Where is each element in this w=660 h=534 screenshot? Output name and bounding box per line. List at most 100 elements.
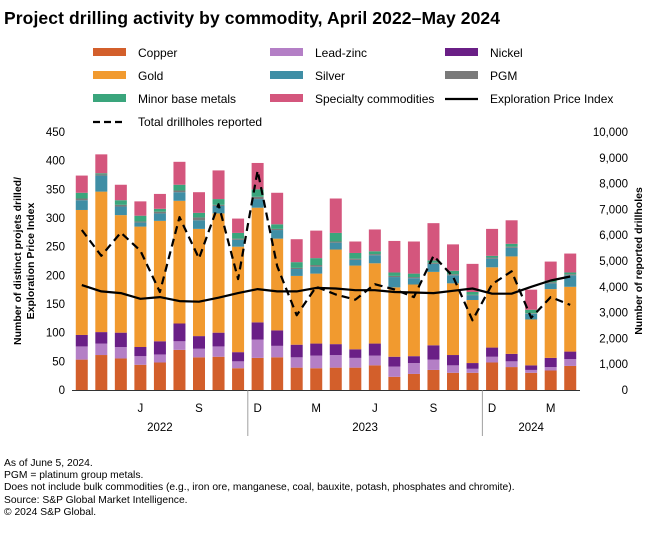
bar-minor-base-metals-21 — [486, 255, 499, 258]
bar-silver-19 — [447, 275, 459, 284]
bar-lead-zinc-23 — [525, 369, 538, 373]
bar-copper-9 — [251, 357, 264, 390]
bar-pgm-9 — [251, 196, 264, 200]
bar-gold-4 — [153, 220, 166, 342]
legend-label-3: Gold — [138, 69, 163, 83]
bar-minor-base-metals-4 — [153, 208, 166, 212]
bar-specialty-commodities-10 — [271, 192, 284, 225]
y2-tick-label: 4,000 — [599, 282, 628, 294]
bar-specialty-commodities-12 — [310, 230, 323, 259]
bar-minor-base-metals-20 — [466, 291, 479, 295]
bar-pgm-14 — [349, 258, 362, 260]
legend-line-label-0: Exploration Price Index — [490, 92, 613, 106]
bar-copper-5 — [173, 349, 186, 390]
bar-nickel-25 — [564, 351, 577, 360]
bar-minor-base-metals-25 — [564, 272, 577, 275]
bar-minor-base-metals-7 — [212, 199, 225, 205]
bar-lead-zinc-5 — [173, 341, 186, 350]
bar-specialty-commodities-22 — [505, 220, 518, 244]
y-axis-title: Number of distinct projets drilled/Explo… — [12, 177, 37, 345]
bar-lead-zinc-20 — [466, 368, 479, 373]
bar-gold-17 — [407, 284, 420, 357]
bar-gold-24 — [544, 289, 557, 358]
legend-label-1: Lead-zinc — [315, 46, 367, 60]
bar-nickel-19 — [447, 355, 459, 366]
bar-lead-zinc-21 — [486, 356, 499, 363]
bar-lead-zinc-7 — [212, 346, 225, 357]
y-tick-label: 200 — [46, 270, 65, 282]
bar-pgm-13 — [329, 241, 342, 243]
bar-pgm-2 — [114, 204, 127, 207]
bar-silver-5 — [173, 192, 186, 201]
bar-nickel-2 — [114, 332, 127, 347]
bar-nickel-1 — [95, 332, 108, 344]
y-tick-label: 100 — [46, 328, 65, 340]
bar-nickel-10 — [271, 330, 284, 346]
legend-swatch-4 — [270, 71, 303, 79]
bar-silver-13 — [329, 242, 342, 250]
bar-lead-zinc-14 — [349, 357, 362, 368]
bar-minor-base-metals-22 — [505, 243, 518, 247]
bar-pgm-8 — [232, 238, 245, 240]
bar-pgm-20 — [466, 294, 479, 296]
year-label: 2023 — [352, 422, 378, 434]
legend-line-label-1: Total drillholes reported — [138, 115, 262, 129]
bar-minor-base-metals-3 — [134, 215, 147, 222]
bar-pgm-5 — [173, 190, 186, 193]
bar-gold-19 — [447, 283, 459, 356]
bar-specialty-commodities-4 — [153, 193, 166, 209]
legend-swatch-6 — [93, 94, 126, 102]
bar-silver-17 — [407, 278, 420, 285]
legend-swatch-7 — [270, 94, 303, 102]
bar-nickel-23 — [525, 365, 538, 370]
bar-lead-zinc-6 — [193, 348, 205, 358]
bar-specialty-commodities-15 — [368, 229, 381, 252]
y2-tick-label: 1,000 — [599, 359, 628, 371]
bar-specialty-commodities-3 — [134, 201, 147, 216]
x-tick-label: S — [430, 403, 438, 415]
legend-swatch-1 — [270, 48, 303, 56]
x-tick-label: J — [138, 403, 144, 415]
bar-pgm-10 — [271, 228, 284, 231]
bar-copper-16 — [388, 376, 401, 390]
bar-silver-7 — [212, 205, 225, 214]
bar-minor-base-metals-0 — [75, 192, 88, 199]
bar-specialty-commodities-0 — [75, 175, 88, 193]
footnote-source: Source: S&P Global Market Intelligence. — [4, 494, 188, 506]
bar-silver-1 — [95, 175, 108, 192]
bar-nickel-4 — [153, 341, 166, 355]
legend-swatch-3 — [93, 71, 126, 79]
bar-silver-3 — [134, 222, 147, 227]
bar-specialty-commodities-6 — [193, 192, 205, 213]
bar-pgm-25 — [564, 274, 577, 276]
bar-pgm-3 — [134, 221, 147, 223]
bar-nickel-3 — [134, 347, 147, 357]
legend-label-4: Silver — [315, 69, 345, 83]
bar-copper-7 — [212, 356, 225, 390]
bar-gold-15 — [368, 263, 381, 344]
axes: 0 50 100 150 200 250 300 350 400 450 0 1,000 2,000 3,… — [12, 127, 645, 436]
bar-specialty-commodities-1 — [95, 154, 108, 174]
bar-specialty-commodities-23 — [525, 289, 538, 310]
bar-specialty-commodities-18 — [427, 223, 440, 261]
y2-tick-label: 8,000 — [599, 179, 628, 191]
bar-nickel-18 — [427, 345, 440, 360]
y2-tick-label: 0 — [622, 385, 628, 397]
bar-copper-22 — [505, 367, 518, 390]
bar-minor-base-metals-10 — [271, 224, 284, 229]
bar-pgm-4 — [153, 211, 166, 214]
bar-copper-21 — [486, 362, 499, 390]
bar-copper-3 — [134, 364, 147, 390]
bar-specialty-commodities-2 — [114, 184, 127, 201]
bar-gold-7 — [212, 213, 225, 333]
bar-pgm-11 — [290, 267, 303, 270]
bar-minor-base-metals-18 — [427, 260, 440, 263]
bar-specialty-commodities-19 — [447, 244, 459, 271]
bar-gold-3 — [134, 226, 147, 347]
bar-silver-8 — [232, 239, 245, 247]
legend: Copper Lead-zinc Nickel Gold Silver PGM Minor … — [93, 46, 613, 129]
bar-copper-23 — [525, 372, 538, 390]
bar-gold-2 — [114, 215, 127, 333]
y-tick-label: 0 — [59, 385, 65, 397]
bar-minor-base-metals-19 — [447, 270, 459, 275]
